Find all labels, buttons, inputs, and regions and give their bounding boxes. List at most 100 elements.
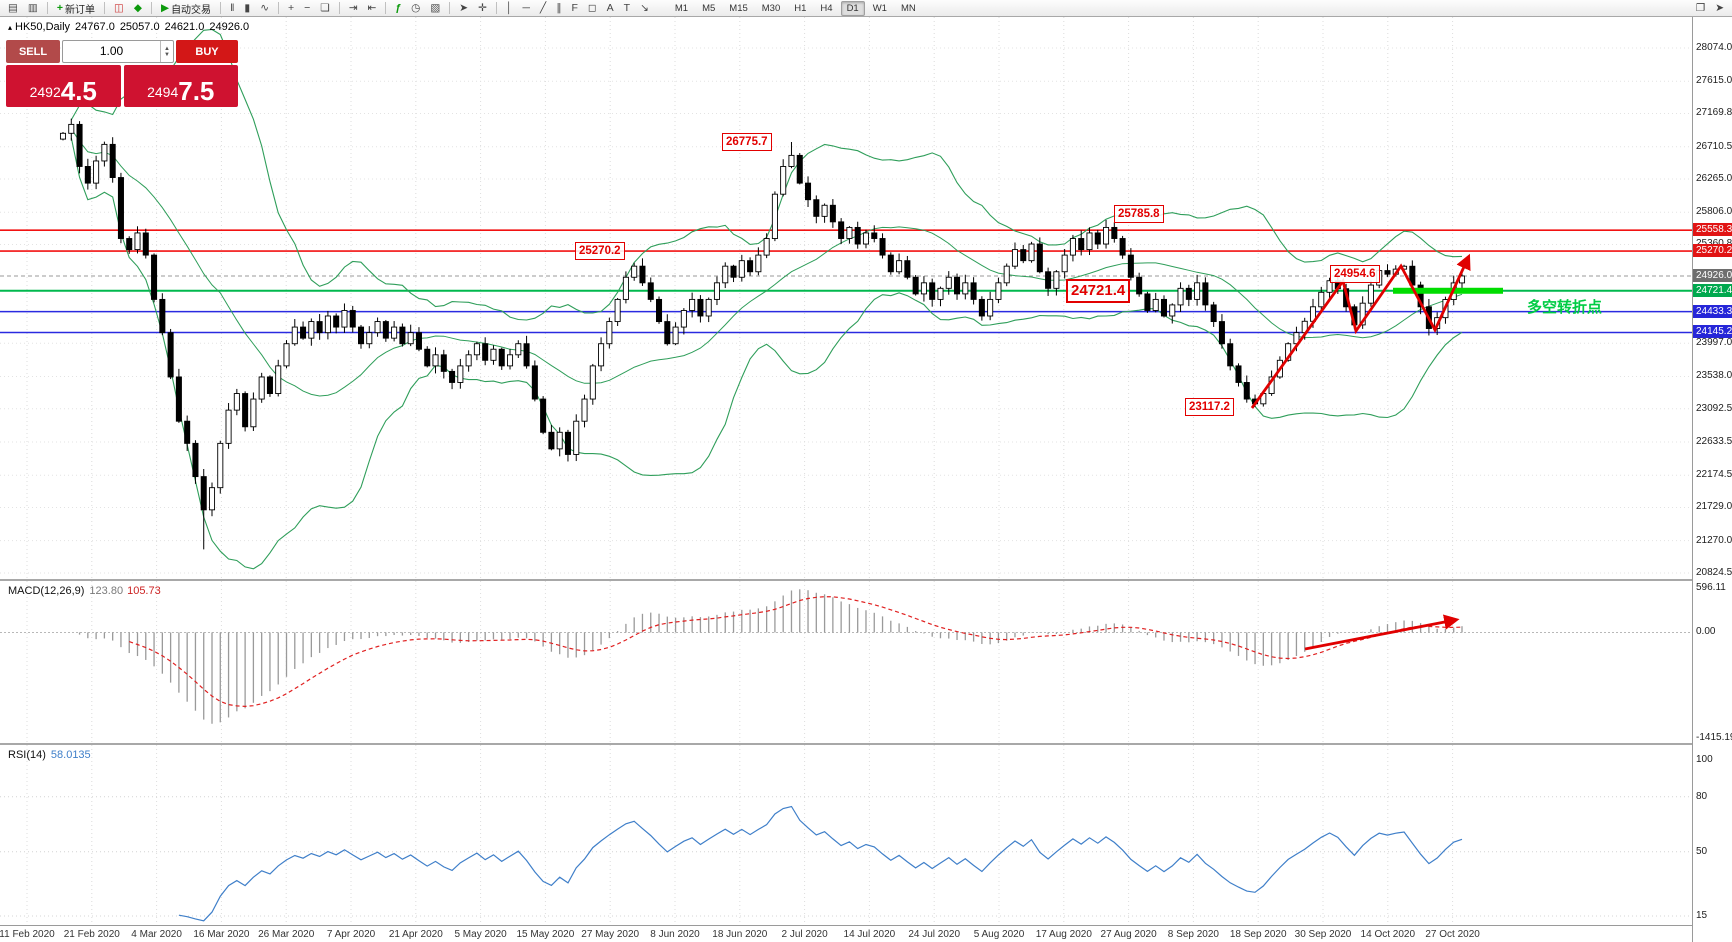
- volume-input[interactable]: 1.00 ▲ ▼: [62, 40, 174, 63]
- indicators-icon[interactable]: ƒ: [391, 1, 405, 16]
- price-axis-label: 23092.5: [1696, 402, 1732, 414]
- date-label: 7 Apr 2020: [326, 929, 376, 940]
- autotrading-button-label: 自动交易: [171, 4, 212, 16]
- bar-chart-icon[interactable]: ‖: [226, 1, 238, 16]
- date-label: 21 Feb 2020: [63, 929, 120, 940]
- cursor-icon[interactable]: ➤: [455, 1, 472, 16]
- shapes-icon[interactable]: ◻: [584, 1, 601, 16]
- text-icon[interactable]: A: [603, 1, 618, 16]
- buy-price-display[interactable]: 2494 7.5: [123, 65, 238, 107]
- date-label: 21 Apr 2020: [388, 929, 443, 940]
- volume-up-icon[interactable]: ▲: [164, 45, 170, 52]
- price-axis[interactable]: 28074.0 27615.0 27169.8 26710.5 26265.0 25806…: [1692, 17, 1732, 942]
- timeframe-m5[interactable]: M5: [702, 2, 716, 14]
- toolbar-separator: [103, 2, 105, 14]
- chart-window-icon: ▴: [8, 23, 13, 32]
- shapes-icon-glyph: ◻: [587, 2, 597, 14]
- pivot-highlight-segment[interactable]: [1393, 287, 1503, 294]
- vertical-line-icon[interactable]: │: [502, 1, 517, 16]
- price-axis-badge: 24433.3: [1693, 304, 1732, 318]
- time-axis[interactable]: 11 Feb 2020 21 Feb 2020 4 Mar 2020 16 Mar 2…: [0, 925, 1692, 942]
- price-axis-label: 25806.0: [1696, 206, 1732, 218]
- rsi-axis-label: 80: [1696, 790, 1708, 802]
- price-axis-label: 21729.0: [1696, 501, 1732, 513]
- trend-zigzag-arrow[interactable]: [1250, 253, 1471, 409]
- periods-icon[interactable]: ◷: [407, 1, 424, 16]
- charts-icon[interactable]: ▤: [4, 1, 22, 16]
- rsi-name: RSI(14): [8, 749, 46, 761]
- volume-value[interactable]: 1.00: [99, 44, 124, 58]
- channel-icon[interactable]: ∥: [552, 1, 565, 16]
- buy-button[interactable]: BUY: [176, 40, 238, 63]
- label-icon[interactable]: T: [620, 1, 634, 16]
- zoom-in-icon[interactable]: +: [284, 1, 298, 16]
- line-chart-icon[interactable]: ∿: [256, 1, 273, 16]
- templates-icon[interactable]: ▧: [426, 1, 444, 16]
- data-window-icon[interactable]: ◆: [130, 1, 146, 16]
- chart-symbol-header: ▴ HK50,Daily 24767.0 25057.0 24621.0 24926.0: [8, 21, 254, 33]
- timeframe-m15[interactable]: M15: [729, 2, 748, 14]
- symbol-name: HK50,Daily: [15, 21, 71, 33]
- timeframe-d1[interactable]: D1: [840, 0, 865, 16]
- auto-scroll-icon[interactable]: ⇥: [345, 1, 362, 16]
- trendline-icon[interactable]: ╱: [536, 1, 550, 16]
- date-label: 14 Oct 2020: [1360, 929, 1416, 940]
- timeframe-toolbar: M1 M5 M15 M30 H1 H4 D1 W1 MN: [668, 0, 923, 16]
- toolbar-right-icons: ❐ ➤: [1691, 1, 1729, 16]
- macd-panel-separator[interactable]: [0, 579, 1732, 581]
- tile-windows-icon[interactable]: ❏: [316, 1, 333, 16]
- crosshair-icon-glyph: ✛: [478, 2, 487, 14]
- macd-indicator-label: MACD(12,26,9) 123.80 105.73: [8, 585, 161, 597]
- channel-icon-glyph: ∥: [556, 2, 562, 14]
- sell-price-display[interactable]: 2492 4.5: [6, 65, 121, 107]
- timeframe-h4[interactable]: H4: [820, 2, 833, 14]
- price-axis-label: 22633.5: [1696, 435, 1732, 447]
- crosshair-icon[interactable]: ✛: [474, 1, 491, 16]
- autotrading-button[interactable]: ▶ 自动交易: [157, 1, 215, 16]
- macd-signal-value: 105.73: [127, 585, 161, 597]
- indicators-icon-glyph: ƒ: [395, 2, 402, 14]
- macd-axis-label: -1415.19: [1696, 732, 1732, 743]
- price-axis-label: 27615.0: [1696, 75, 1732, 87]
- autotrading-glyph: ▶: [160, 2, 170, 14]
- timeframe-m30[interactable]: M30: [761, 2, 781, 14]
- one-click-trading-panel: SELL 1.00 ▲ ▼ BUY 2492 4.5 2494 7.5: [6, 40, 238, 107]
- buy-price-main: 2494: [147, 84, 179, 100]
- date-label: 16 Mar 2020: [193, 929, 250, 940]
- macd-axis-label: 596.11: [1696, 582, 1726, 593]
- date-label: 14 Jul 2020: [843, 929, 896, 940]
- timeframe-mn[interactable]: MN: [900, 2, 916, 14]
- horizontal-line-icon[interactable]: ─: [518, 1, 533, 16]
- volume-stepper[interactable]: ▲ ▼: [160, 41, 173, 62]
- arrows-icon[interactable]: ↘: [636, 1, 653, 16]
- macd-name: MACD(12,26,9): [8, 585, 85, 597]
- timeframe-h1[interactable]: H1: [794, 2, 807, 14]
- macd-trend-arrow[interactable]: [1304, 614, 1460, 651]
- candlestick-icon[interactable]: ▮: [240, 1, 254, 16]
- timeframe-w1[interactable]: W1: [872, 2, 887, 14]
- market-watch-icon-glyph: ◫: [113, 2, 124, 14]
- rsi-panel-separator[interactable]: [0, 743, 1732, 745]
- date-label: 18 Jun 2020: [712, 929, 768, 940]
- tile-windows-icon-glyph: ❏: [320, 2, 330, 14]
- date-label: 18 Sep 2020: [1229, 929, 1287, 940]
- help-pointer-icon[interactable]: ➤: [1715, 2, 1724, 14]
- timeframe-m1[interactable]: M1: [674, 2, 689, 14]
- sell-button[interactable]: SELL: [6, 40, 60, 63]
- price-axis-label: 26710.5: [1696, 140, 1732, 152]
- new-order-button[interactable]: + 新订单: [53, 1, 99, 16]
- new-order-button-label: 新订单: [64, 4, 95, 16]
- volume-down-icon[interactable]: ▼: [164, 51, 170, 58]
- fibonacci-icon-glyph: F: [571, 2, 578, 14]
- market-watch-icon[interactable]: ◫: [110, 1, 128, 16]
- new-window-icon[interactable]: ❐: [1695, 2, 1706, 14]
- arrows-icon-glyph: ↘: [640, 2, 649, 14]
- profiles-icon[interactable]: ▥: [24, 1, 42, 16]
- fibonacci-icon[interactable]: F: [567, 1, 581, 16]
- date-label: 5 Aug 2020: [973, 929, 1025, 940]
- zoom-out-icon[interactable]: −: [300, 1, 314, 16]
- chart-shift-icon[interactable]: ⇤: [364, 1, 381, 16]
- price-axis-badge: 24145.2: [1693, 325, 1732, 339]
- macd-main-value: 123.80: [89, 585, 124, 597]
